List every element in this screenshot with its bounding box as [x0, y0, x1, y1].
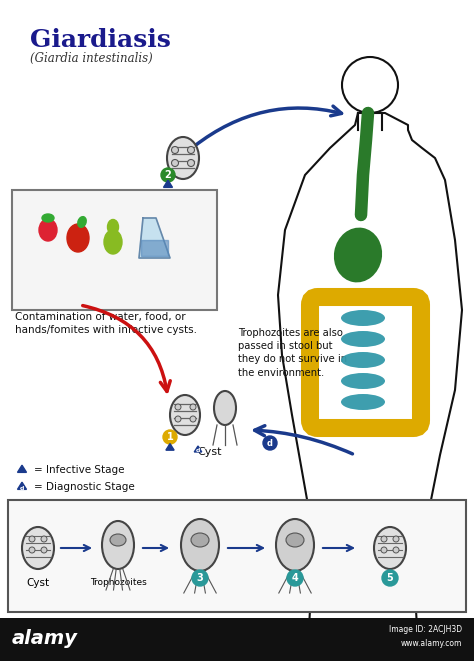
FancyArrowPatch shape [82, 305, 170, 391]
Polygon shape [18, 482, 27, 489]
Polygon shape [164, 180, 173, 187]
Circle shape [41, 547, 47, 553]
Text: 1: 1 [167, 432, 173, 442]
Circle shape [41, 536, 47, 542]
Ellipse shape [39, 219, 57, 241]
Ellipse shape [341, 310, 385, 326]
Circle shape [188, 147, 194, 153]
Ellipse shape [102, 521, 134, 569]
Ellipse shape [78, 217, 86, 227]
Text: Trophozoites are also
passed in stool but
they do not survive in
the environment: Trophozoites are also passed in stool bu… [238, 328, 347, 377]
Circle shape [381, 547, 387, 553]
Circle shape [161, 168, 175, 182]
Ellipse shape [341, 331, 385, 347]
Text: d: d [20, 485, 24, 490]
Circle shape [263, 436, 277, 450]
Text: 3: 3 [197, 573, 203, 583]
FancyArrowPatch shape [194, 106, 342, 146]
FancyArrowPatch shape [61, 545, 90, 551]
Polygon shape [141, 240, 168, 256]
Text: Cyst: Cyst [27, 578, 50, 588]
Text: www.alamy.com: www.alamy.com [401, 639, 462, 648]
Bar [0, 618, 474, 661]
Ellipse shape [167, 137, 199, 179]
Circle shape [287, 570, 303, 586]
Ellipse shape [286, 533, 304, 547]
Text: d: d [196, 449, 200, 453]
Circle shape [393, 536, 399, 542]
Text: (Giardia intestinalis): (Giardia intestinalis) [30, 52, 153, 65]
Circle shape [172, 159, 179, 167]
Text: alamy: alamy [12, 629, 78, 648]
Text: Cyst: Cyst [198, 447, 222, 457]
Ellipse shape [108, 219, 118, 235]
Polygon shape [139, 218, 170, 258]
Ellipse shape [42, 214, 54, 222]
Polygon shape [166, 444, 174, 450]
Ellipse shape [104, 230, 122, 254]
Circle shape [163, 430, 177, 444]
Circle shape [381, 536, 387, 542]
Ellipse shape [191, 533, 209, 547]
Bar [12, 190, 217, 310]
Circle shape [382, 570, 398, 586]
Ellipse shape [67, 224, 89, 252]
Ellipse shape [214, 391, 236, 425]
Ellipse shape [110, 534, 126, 546]
FancyArrowPatch shape [323, 545, 353, 551]
Circle shape [172, 147, 179, 153]
FancyArrowPatch shape [143, 545, 167, 551]
Text: Giardiasis: Giardiasis [30, 28, 171, 52]
Text: 5: 5 [387, 573, 393, 583]
Ellipse shape [341, 373, 385, 389]
Circle shape [175, 404, 181, 410]
FancyArrowPatch shape [228, 545, 263, 551]
Text: = Infective Stage: = Infective Stage [34, 465, 125, 475]
FancyArrowPatch shape [255, 426, 353, 454]
Text: Contamination of water, food, or
hands/fomites with infective cysts.: Contamination of water, food, or hands/f… [15, 312, 197, 335]
Text: 4: 4 [292, 573, 298, 583]
Circle shape [192, 570, 208, 586]
Circle shape [393, 547, 399, 553]
Polygon shape [18, 465, 27, 473]
Ellipse shape [334, 227, 382, 282]
Circle shape [29, 547, 35, 553]
Ellipse shape [276, 519, 314, 571]
Bar [8, 500, 466, 612]
Text: Image ID: 2ACJH3D: Image ID: 2ACJH3D [389, 625, 462, 633]
Circle shape [188, 159, 194, 167]
Ellipse shape [22, 527, 54, 569]
Ellipse shape [341, 352, 385, 368]
Text: 2: 2 [164, 170, 172, 180]
Circle shape [190, 404, 196, 410]
Ellipse shape [374, 527, 406, 569]
Text: = Diagnostic Stage: = Diagnostic Stage [34, 482, 135, 492]
Polygon shape [194, 446, 202, 452]
Text: Trophozoites: Trophozoites [90, 578, 146, 587]
Ellipse shape [181, 519, 219, 571]
Ellipse shape [170, 395, 200, 435]
Circle shape [175, 416, 181, 422]
Text: d: d [267, 438, 273, 447]
Circle shape [29, 536, 35, 542]
Circle shape [190, 416, 196, 422]
Ellipse shape [341, 394, 385, 410]
